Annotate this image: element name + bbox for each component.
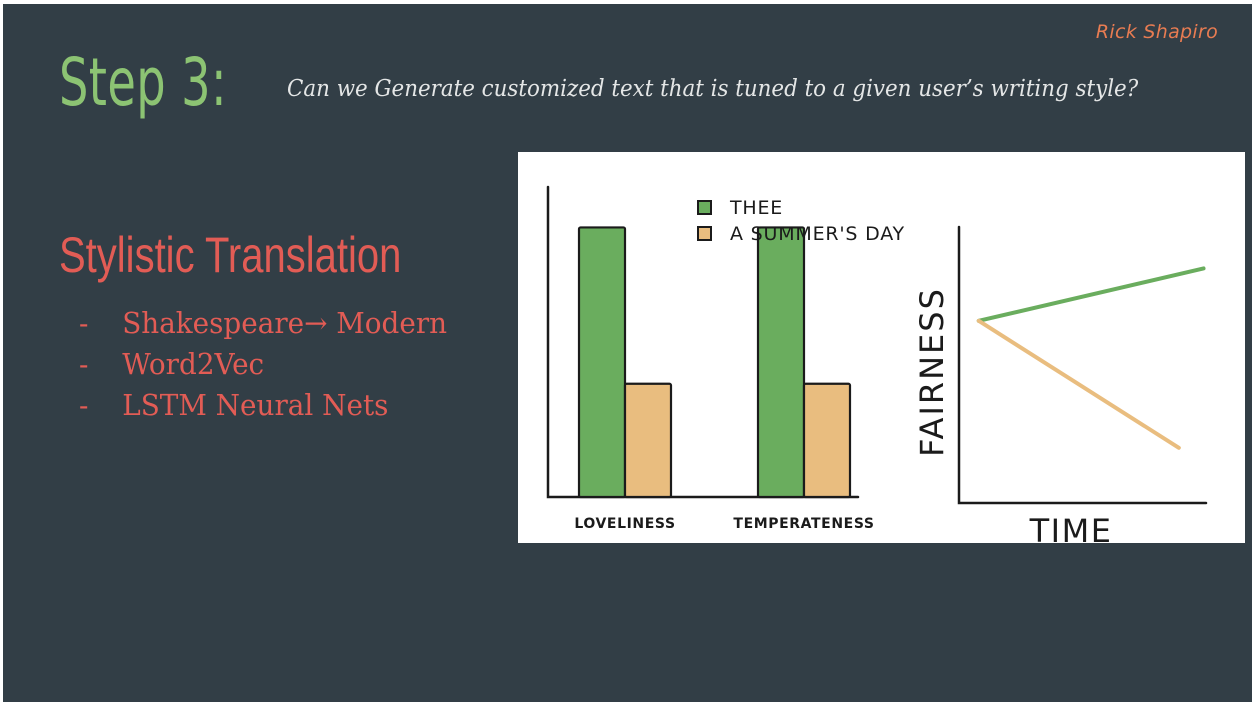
bullet-item: - Word2Vec: [79, 343, 447, 384]
line-series-1: [976, 318, 1181, 450]
legend-swatch: [697, 200, 712, 215]
bar-thee-loveliness: [577, 226, 627, 499]
bullet-item: - Shakespeare→ Modern: [79, 302, 447, 343]
legend-swatch: [697, 226, 712, 241]
x-axis-label: TIME: [1029, 512, 1113, 543]
bar-thee-temperateness: [756, 226, 806, 499]
section-heading: Stylistic Translation: [59, 227, 402, 283]
bar-a-summer-s-day-loveliness: [623, 382, 673, 499]
bullet-text: Word2Vec: [122, 346, 265, 381]
author-name: Rick Shapiro: [1095, 21, 1218, 43]
legend-label: THEE: [729, 197, 783, 219]
bullet-dash: -: [79, 305, 89, 340]
line-series-0: [976, 266, 1206, 323]
bullet-item: - LSTM Neural Nets: [79, 384, 447, 425]
bullet-list: - Shakespeare→ Modern - Word2Vec - LSTM …: [79, 302, 462, 425]
subtitle-question: Can we Generate customized text that is …: [287, 76, 1139, 102]
step-title: Step 3:: [59, 44, 227, 121]
line-chart-axes: [957, 225, 1208, 505]
bullet-dash: -: [79, 346, 89, 381]
bullet-text: Shakespeare→ Modern: [122, 305, 448, 340]
figure-canvas: LOVELINESS TEMPERATENESS THEE A SUMMER'S DA…: [546, 185, 1208, 543]
bullet-dash: -: [79, 387, 89, 422]
bar-category-label: LOVELINESS: [574, 516, 675, 532]
bullet-text: LSTM Neural Nets: [122, 387, 389, 422]
y-axis-label: FAIRNESS: [913, 287, 951, 457]
bar-chart-axes: [546, 185, 860, 499]
bar-a-summer-s-day-temperateness: [802, 382, 852, 499]
bar-category-label: TEMPERATENESS: [733, 516, 874, 532]
legend-label: A SUMMER'S DAY: [730, 223, 905, 245]
comic-figure: LOVELINESS TEMPERATENESS THEE A SUMMER'S DA…: [518, 152, 1245, 543]
